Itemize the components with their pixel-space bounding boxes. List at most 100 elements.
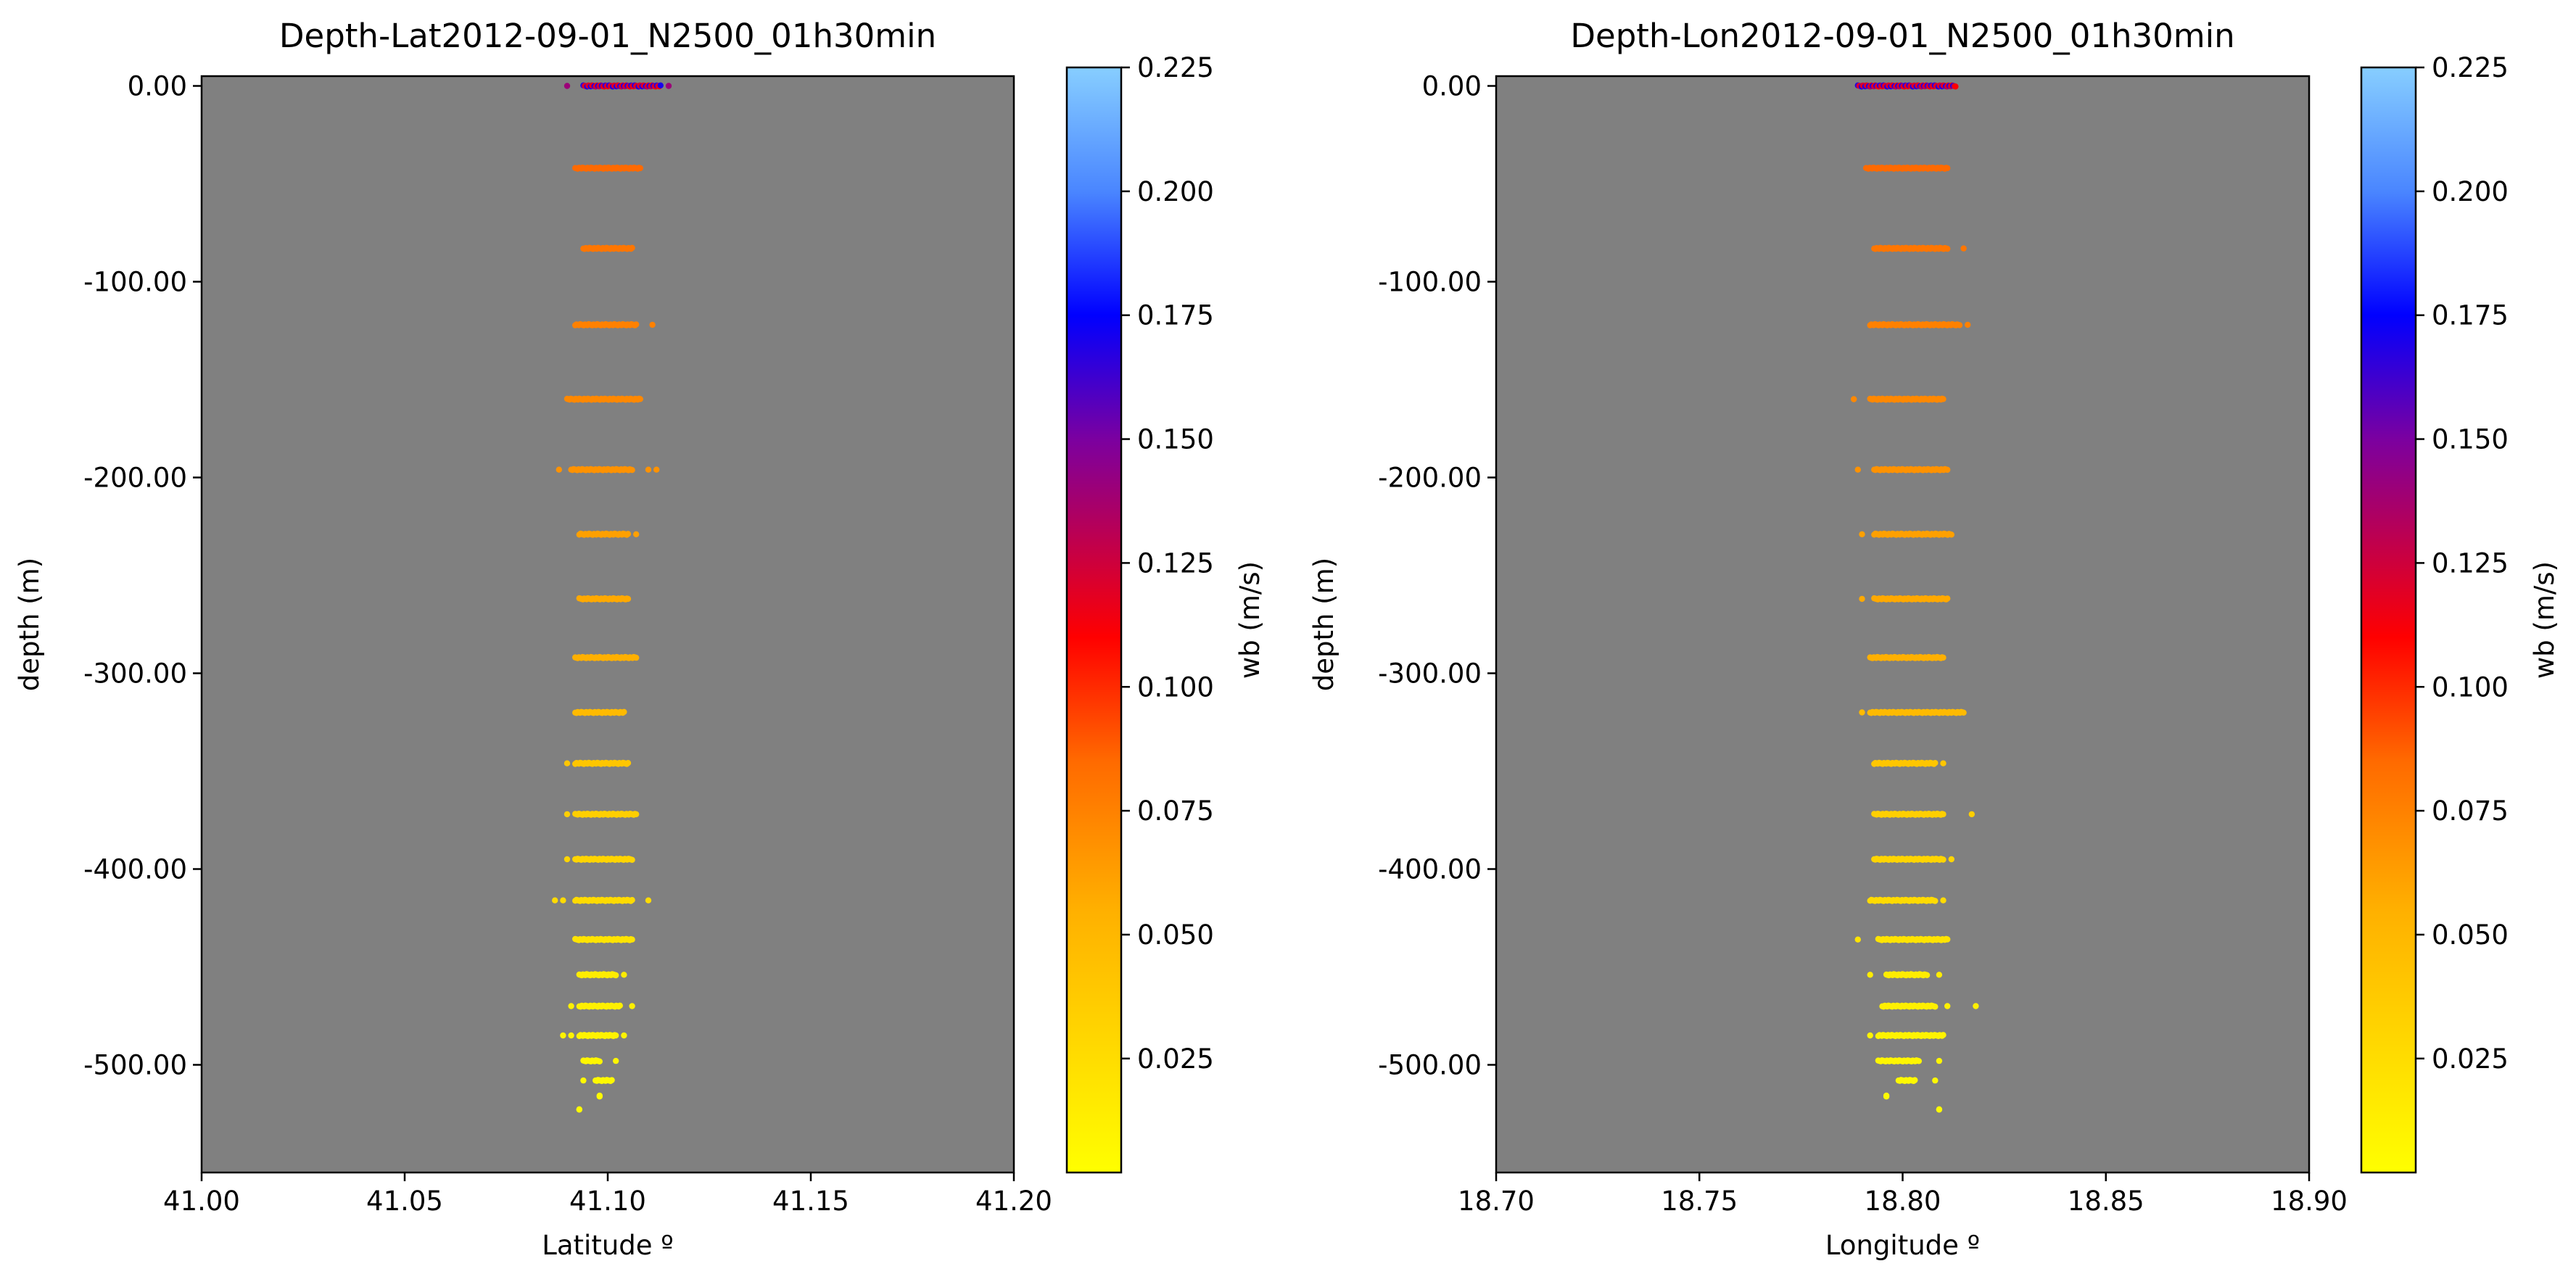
data-point [568, 1032, 574, 1039]
data-point [1936, 1107, 1943, 1113]
y-tick-label: -100.00 [83, 267, 187, 298]
colorbar-tick-label: 0.150 [2432, 424, 2509, 455]
data-points [1851, 82, 1979, 1113]
data-point [580, 1077, 587, 1084]
colorbar-tick-label: 0.100 [2432, 671, 2509, 703]
data-point [621, 1032, 627, 1039]
data-point [1952, 83, 1959, 90]
data-point [633, 531, 640, 537]
x-tick-label: 18.75 [1661, 1186, 1738, 1217]
colorbar-tick-label: 0.075 [1137, 795, 1214, 827]
data-point [1944, 1003, 1951, 1009]
data-point [1854, 466, 1861, 473]
data-point [633, 654, 640, 661]
data-point [1944, 466, 1951, 473]
y-tick-label: -200.00 [83, 463, 187, 494]
colorbar-tick-label: 0.100 [1137, 671, 1214, 703]
data-point [633, 811, 640, 818]
data-point [1932, 760, 1939, 766]
chart-title: Depth-Lat2012-09-01_N2500_01h30min [279, 17, 936, 55]
data-point [576, 1107, 582, 1113]
x-tick-label: 41.15 [772, 1186, 849, 1217]
x-tick-label: 41.00 [163, 1186, 240, 1217]
y-tick-label: -500.00 [1378, 1050, 1482, 1081]
colorbar-tick-label: 0.175 [1137, 300, 1214, 331]
data-point [1859, 595, 1865, 603]
data-point [596, 1092, 603, 1099]
data-point [657, 82, 664, 89]
data-point [1883, 1092, 1890, 1099]
lat-panel: Depth-Lat2012-09-01_N2500_01h30min 41.00 4… [14, 17, 1266, 1261]
y-tick-label: -400.00 [83, 854, 187, 885]
colorbar-tick-label: 0.075 [2432, 795, 2509, 827]
data-point [629, 936, 635, 943]
plot-area [1496, 76, 2309, 1173]
data-point [1923, 972, 1931, 979]
lon-panel: Depth-Lon2012-09-01_N2500_01h30min 18.70 1… [1308, 17, 2560, 1261]
x-tick-label: 18.85 [2068, 1186, 2144, 1217]
data-point [665, 83, 672, 89]
data-point [1912, 1077, 1918, 1083]
data-point [564, 856, 571, 863]
data-point [633, 321, 640, 328]
data-point [564, 83, 571, 89]
data-point [629, 467, 635, 473]
x-tick-label: 18.90 [2271, 1186, 2348, 1217]
colorbar-frame [1065, 66, 1123, 1174]
data-point [560, 1032, 566, 1039]
data-point [621, 972, 627, 978]
x-tick-label: 41.20 [975, 1186, 1052, 1217]
colorbar-label: wb (m/s) [2529, 561, 2560, 679]
colorbar-tick-label: 0.225 [1137, 52, 1214, 83]
data-point [1936, 1057, 1943, 1064]
y-tick-label: -200.00 [1378, 463, 1482, 494]
x-axis-label: Longitude º [1825, 1230, 1980, 1261]
data-point [624, 531, 632, 537]
data-point [624, 595, 632, 603]
data-point [1940, 897, 1947, 903]
data-point [1851, 396, 1857, 402]
colorbar-tick-label: 0.150 [1137, 424, 1214, 455]
data-point [653, 466, 660, 473]
data-point [1956, 322, 1963, 328]
y-tick-label: -300.00 [1378, 658, 1482, 690]
data-point [1968, 811, 1975, 818]
colorbar-tick-label: 0.025 [2432, 1043, 2509, 1075]
data-point [1932, 1004, 1939, 1010]
x-tick-label: 18.80 [1865, 1186, 1941, 1217]
data-point [629, 856, 635, 864]
y-axis-label: depth (m) [14, 558, 45, 691]
colorbar-tick-label: 0.200 [1137, 176, 1214, 207]
colorbar-tick-label: 0.200 [2432, 176, 2509, 207]
data-point [1932, 1077, 1939, 1084]
data-point [1948, 532, 1954, 538]
data-point [1915, 1058, 1923, 1064]
chart-title: Depth-Lon2012-09-01_N2500_01h30min [1570, 17, 2234, 55]
data-point [613, 1057, 619, 1064]
data-point [637, 165, 643, 172]
data-point [629, 1003, 635, 1009]
data-point [1859, 531, 1865, 537]
y-tick-label: -500.00 [83, 1050, 187, 1081]
data-point [1960, 245, 1967, 252]
x-tick-label: 41.05 [366, 1186, 443, 1217]
x-tick-label: 41.10 [569, 1186, 646, 1217]
colorbar-label: wb (m/s) [1234, 561, 1266, 679]
data-point [649, 321, 656, 328]
data-point [1944, 245, 1951, 252]
data-point [613, 1032, 619, 1039]
data-point [1867, 1032, 1873, 1039]
colorbar-frame [2360, 66, 2417, 1174]
data-point [1940, 1032, 1947, 1038]
data-point [1940, 856, 1947, 863]
y-tick-label: -100.00 [1378, 267, 1482, 298]
data-point [1932, 898, 1939, 904]
data-point [1965, 321, 1971, 328]
colorbar-tick-label: 0.225 [2432, 52, 2509, 83]
data-point [1944, 595, 1951, 602]
data-point [1944, 165, 1951, 172]
data-point [621, 708, 627, 715]
data-point [1936, 972, 1943, 978]
colorbar-tick-label: 0.175 [2432, 300, 2509, 331]
data-point [645, 897, 652, 903]
